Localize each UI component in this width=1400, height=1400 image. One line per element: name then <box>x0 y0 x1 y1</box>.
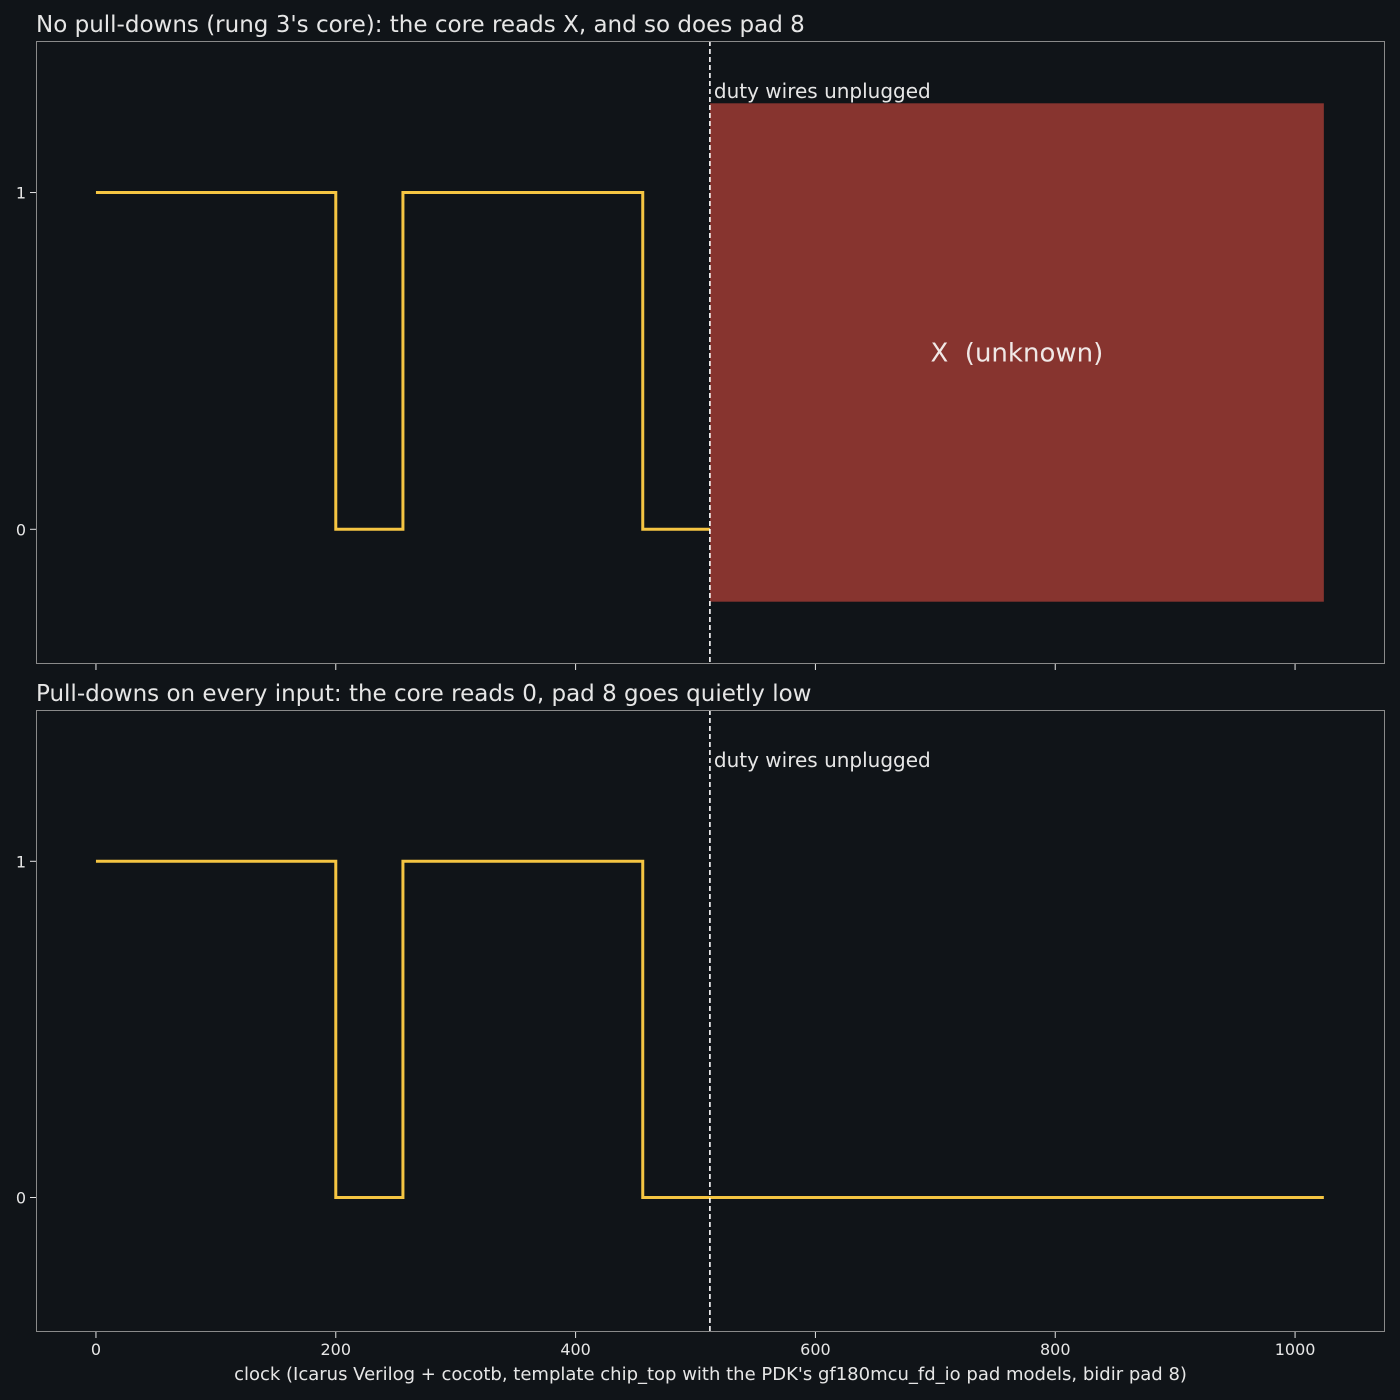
x-unknown-region <box>709 103 1324 602</box>
signal-trace <box>95 191 710 531</box>
x-tick-label: 800 <box>1040 1340 1071 1359</box>
unplug-marker-label: duty wires unplugged <box>714 79 931 103</box>
chart-panel-2: Pull-downs on every input: the core read… <box>16 681 1385 1385</box>
x-tick-label: 1000 <box>1275 1340 1316 1359</box>
x-tick-label: 400 <box>560 1340 591 1359</box>
y-tick-label: 0 <box>16 1189 26 1208</box>
y-tick-label: 1 <box>16 184 26 203</box>
x-tick-label: 0 <box>91 1340 101 1359</box>
x-tick-label: 200 <box>321 1340 352 1359</box>
x-tick-label: 600 <box>800 1340 831 1359</box>
y-tick-label: 0 <box>16 520 26 539</box>
chart-panel-1: No pull-downs (rung 3's core): the core … <box>16 12 1385 670</box>
plot-frame <box>36 710 1385 1332</box>
signal-trace <box>95 859 1324 1200</box>
x-unknown-label: X (unknown) <box>930 339 1103 369</box>
unplug-marker-label: duty wires unplugged <box>714 748 931 772</box>
chart-title: Pull-downs on every input: the core read… <box>36 681 811 707</box>
x-axis-label: clock (Icarus Verilog + cocotb, template… <box>234 1364 1187 1385</box>
y-tick-label: 1 <box>16 852 26 871</box>
plot-frame <box>36 41 1385 664</box>
chart-title: No pull-downs (rung 3's core): the core … <box>36 12 805 38</box>
